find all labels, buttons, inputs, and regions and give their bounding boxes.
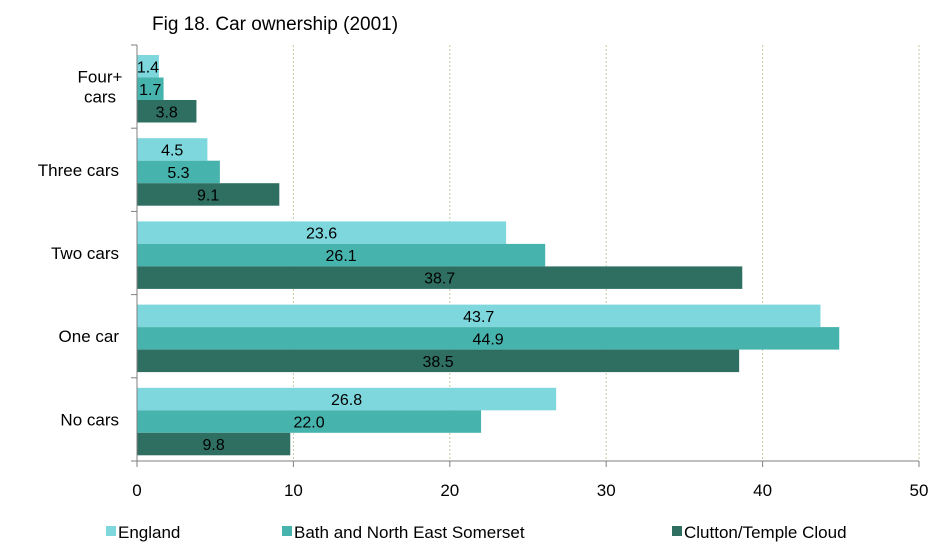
legend-swatch (282, 526, 292, 536)
x-tick-label: 20 (440, 481, 459, 500)
bar-three-cars-series-1 (137, 160, 220, 184)
data-label: 5.3 (167, 165, 189, 182)
data-label: 22.0 (293, 415, 324, 432)
category-labels: Four+ cars Three cars Two cars One car No car… (38, 68, 123, 430)
x-tick-label: 40 (753, 481, 772, 500)
bar-four-cars-series-1 (137, 77, 164, 100)
bar-four-cars-series-2 (137, 100, 197, 123)
data-label: 44.9 (473, 331, 504, 348)
legend-item-series-2: Clutton/Temple Cloud (672, 523, 847, 542)
chart-title: Fig 18. Car ownership (2001) (152, 14, 398, 35)
x-tick-label: 10 (284, 481, 303, 500)
legend-label: England (118, 523, 180, 542)
legend-label: Bath and North East Somerset (294, 523, 525, 542)
legend-label: Clutton/Temple Cloud (684, 523, 847, 542)
legend-item-series-1: Bath and North East Somerset (282, 523, 525, 542)
data-label: 3.8 (156, 104, 178, 121)
data-label: 26.8 (331, 392, 362, 409)
bar-three-cars-series-2 (137, 183, 280, 206)
data-label: 26.1 (326, 248, 357, 265)
legend-swatch (672, 526, 682, 536)
bar-three-cars-series-0 (137, 138, 208, 161)
legend-item-series-0: England (106, 523, 180, 542)
legend: England Bath and North East Somerset Clutt… (106, 523, 847, 542)
category-label: No cars (60, 410, 119, 429)
x-tick-label: 50 (910, 481, 929, 500)
category-label: Three cars (38, 161, 119, 180)
data-label: 9.8 (203, 437, 225, 454)
x-tick-label: 0 (132, 481, 141, 500)
legend-swatch (106, 526, 116, 536)
bar-no-cars-series-1 (137, 410, 482, 433)
bar-no-cars-series-2 (137, 432, 291, 456)
category-label: One car (59, 327, 120, 346)
bar-two-cars-series-0 (137, 221, 507, 244)
bars (137, 55, 840, 456)
data-label: 38.5 (422, 354, 453, 371)
data-label: 23.6 (306, 226, 337, 243)
data-label: 43.7 (463, 309, 494, 326)
data-label: 1.7 (139, 82, 161, 99)
bar-no-cars-series-0 (137, 387, 557, 411)
bar-four-cars-series-0 (137, 55, 159, 78)
data-label: 1.4 (137, 59, 159, 76)
bar-two-cars-series-2 (137, 266, 743, 289)
data-label: 38.7 (424, 271, 455, 288)
category-label: Two cars (51, 244, 119, 263)
data-label: 4.5 (161, 142, 183, 159)
category-label: Four+ cars (78, 68, 123, 107)
data-labels: 1.4 1.7 3.8 4.5 5.3 9.1 23.6 26.1 38.7 43.7 44.9 38… (137, 59, 504, 454)
axes: 0 10 20 30 40 50 (131, 44, 929, 500)
bar-one-car-series-2 (137, 349, 740, 373)
bar-one-car-series-1 (137, 327, 840, 350)
data-label: 9.1 (197, 187, 219, 204)
x-tick-label: 30 (597, 481, 616, 500)
bar-two-cars-series-1 (137, 243, 546, 267)
bar-one-car-series-0 (137, 304, 821, 328)
